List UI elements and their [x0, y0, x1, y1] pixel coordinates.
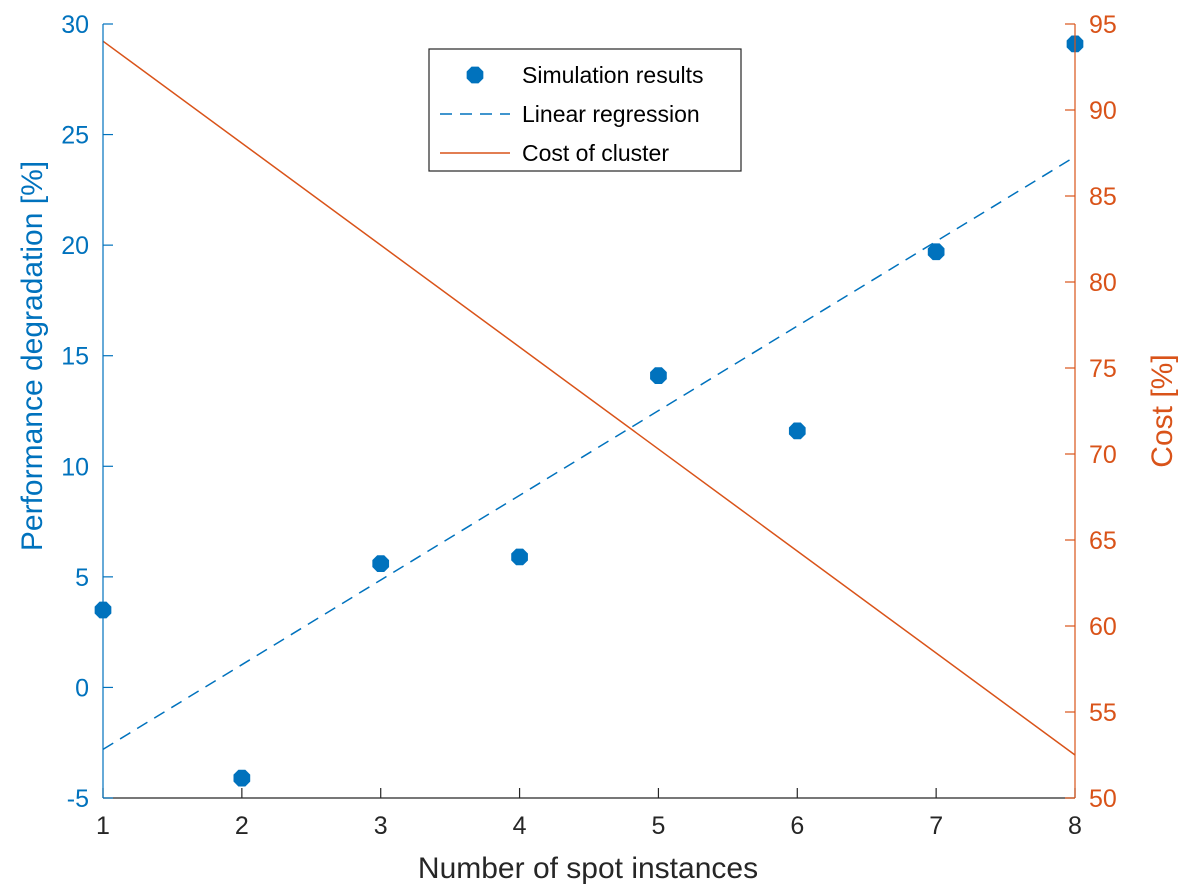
y-left-tick-label: 15 [61, 343, 89, 371]
data-point [927, 243, 945, 261]
x-tick-label: 5 [651, 812, 665, 840]
y-left-tick-label: 10 [61, 453, 89, 481]
data-point [650, 367, 667, 384]
x-tick-label: 6 [790, 812, 804, 840]
legend: Simulation results Linear regression Cos… [428, 48, 742, 172]
y-right-tick-label: 60 [1089, 613, 1117, 641]
y-right-tick-label: 80 [1089, 269, 1117, 297]
y-left-tick-label: 20 [61, 232, 89, 260]
x-tick-label: 8 [1068, 812, 1082, 840]
legend-label-cost: Cost of cluster [522, 140, 669, 166]
y-axis-right-title: Cost [%] [1146, 354, 1179, 467]
legend-item-simulation-results: Simulation results [466, 62, 704, 88]
y-axis-left: -5 0 5 10 15 20 25 30 [61, 11, 113, 813]
data-point [788, 422, 806, 440]
y-axis-left-title: Performance degradation [%] [16, 161, 49, 551]
plot-area [94, 35, 1084, 787]
x-tick-label: 4 [513, 812, 527, 840]
x-tick-label: 2 [235, 812, 249, 840]
x-axis-title: Number of spot instances [418, 852, 758, 885]
regression-line [102, 156, 1076, 750]
y-right-tick-label: 55 [1089, 699, 1117, 727]
legend-label-simulation: Simulation results [522, 62, 704, 88]
y-right-tick-label: 65 [1089, 527, 1117, 555]
data-point [511, 548, 528, 566]
y-right-tick-label: 50 [1089, 785, 1117, 813]
y-left-tick-label: 30 [61, 11, 89, 39]
x-axis: 1 2 3 4 5 6 7 8 [96, 788, 1082, 840]
legend-label-regression: Linear regression [522, 101, 700, 127]
y-right-tick-label: 75 [1089, 355, 1117, 383]
y-axis-right: 50 55 60 65 70 75 80 85 90 95 [1065, 11, 1117, 813]
y-right-tick-label: 90 [1089, 97, 1117, 125]
legend-item-linear-regression: Linear regression [440, 101, 700, 127]
y-right-tick-label: 70 [1089, 441, 1117, 469]
cost-line [102, 40, 1076, 756]
data-point [233, 769, 251, 787]
y-left-tick-label: 0 [75, 674, 89, 702]
legend-item-cost-of-cluster: Cost of cluster [440, 140, 669, 166]
legend-marker-simulation [466, 66, 484, 84]
y-left-tick-label: 5 [75, 564, 89, 592]
y-left-tick-label: -5 [67, 785, 89, 813]
x-tick-label: 3 [374, 812, 388, 840]
y-right-tick-label: 95 [1089, 11, 1117, 39]
y-right-tick-label: 85 [1089, 183, 1117, 211]
x-tick-label: 7 [929, 812, 943, 840]
data-point [372, 555, 390, 572]
y-left-tick-label: 25 [61, 122, 89, 150]
x-tick-label: 1 [96, 812, 110, 840]
